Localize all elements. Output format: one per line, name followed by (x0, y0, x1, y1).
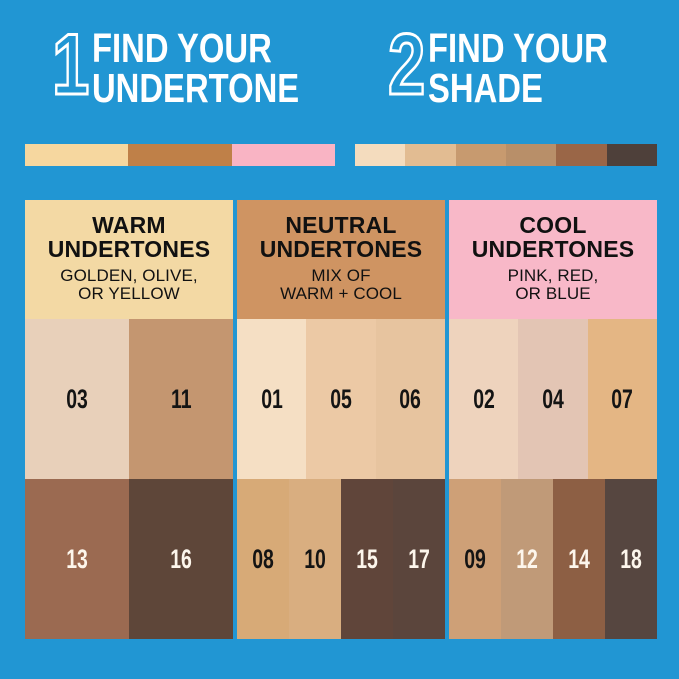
column-neutral-light-row: 01 05 06 (237, 319, 445, 479)
step-1-number: 1 (51, 17, 91, 113)
shade-swatch-4 (505, 144, 557, 166)
shade-code: 04 (542, 383, 564, 414)
shade-swatch-15[interactable]: 15 (341, 479, 393, 639)
shade-code: 08 (252, 543, 274, 574)
shade-swatch-17[interactable]: 17 (393, 479, 445, 639)
step-1-title: FIND YOUR UNDERTONE (92, 26, 299, 109)
column-neutral-subtitle-line1: MIX OF (311, 265, 371, 285)
undertone-swatch-3 (231, 144, 335, 166)
column-neutral-dark-row: 08 10 15 17 (237, 479, 445, 639)
column-warm-subtitle-line1: GOLDEN, OLIVE, (60, 265, 198, 285)
shade-swatch-04[interactable]: 04 (518, 319, 588, 479)
shade-code: 05 (330, 383, 352, 414)
step-2-title-line2: SHADE (427, 64, 543, 111)
shade-code: 07 (611, 383, 634, 414)
step-2-title: FIND YOUR SHADE (428, 26, 608, 109)
shade-code: 15 (356, 543, 378, 574)
shade-swatch-13[interactable]: 13 (25, 479, 129, 639)
column-cool: COOL UNDERTONES PINK, RED, OR BLUE 02 04… (449, 200, 657, 640)
shade-code: 18 (620, 543, 642, 574)
step-1: 1 FIND YOUR UNDERTONE (51, 17, 351, 113)
shade-swatch-bar (355, 144, 657, 166)
shade-code: 01 (260, 383, 283, 414)
undertone-shade-table: WARM UNDERTONES GOLDEN, OLIVE, OR YELLOW… (25, 200, 657, 640)
shade-swatch-5 (556, 144, 607, 166)
column-neutral: NEUTRAL UNDERTONES MIX OF WARM + COOL 01… (237, 200, 445, 640)
column-warm: WARM UNDERTONES GOLDEN, OLIVE, OR YELLOW… (25, 200, 233, 640)
step-1-title-line2: UNDERTONE (91, 64, 299, 111)
column-neutral-title-line1: NEUTRAL (285, 212, 397, 239)
shade-swatch-07[interactable]: 07 (587, 319, 657, 479)
shade-swatch-02[interactable]: 02 (449, 319, 519, 479)
shade-code: 16 (170, 543, 192, 574)
shade-code: 11 (170, 383, 192, 414)
shade-code: 13 (66, 543, 88, 574)
column-neutral-title-line2: UNDERTONES (259, 235, 423, 262)
shade-swatch-09[interactable]: 09 (449, 479, 501, 639)
shade-code: 14 (568, 543, 590, 574)
shade-swatch-12[interactable]: 12 (501, 479, 553, 639)
step-2-number: 2 (387, 17, 427, 113)
shade-code: 06 (399, 383, 422, 414)
column-cool-header: COOL UNDERTONES PINK, RED, OR BLUE (449, 200, 657, 319)
shade-swatch-03[interactable]: 03 (25, 319, 129, 479)
column-neutral-header: NEUTRAL UNDERTONES MIX OF WARM + COOL (237, 200, 445, 319)
shade-swatch-01[interactable]: 01 (237, 319, 307, 479)
shade-code: 03 (66, 383, 88, 414)
column-cool-subtitle-line2: OR BLUE (515, 283, 591, 303)
shade-code: 10 (304, 543, 326, 574)
column-warm-subtitle-line2: OR YELLOW (78, 283, 180, 303)
column-cool-light-row: 02 04 07 (449, 319, 657, 479)
column-cool-title-line1: COOL (519, 212, 587, 239)
shade-swatch-14[interactable]: 14 (553, 479, 605, 639)
shade-swatch-3 (455, 144, 506, 166)
column-cool-title-line2: UNDERTONES (471, 235, 635, 262)
shade-swatch-18[interactable]: 18 (605, 479, 657, 639)
shade-swatch-1 (355, 144, 406, 166)
steps-header: 1 FIND YOUR UNDERTONE 2 FIND YOUR SHADE (0, 0, 679, 135)
step-2-title-line1: FIND YOUR (427, 25, 608, 71)
column-neutral-subtitle-line2: WARM + COOL (280, 283, 402, 303)
column-cool-subtitle-line1: PINK, RED, (507, 265, 599, 285)
step-2: 2 FIND YOUR SHADE (387, 17, 653, 113)
shade-swatch-10[interactable]: 10 (289, 479, 341, 639)
shade-swatch-11[interactable]: 11 (129, 319, 233, 479)
undertone-swatch-1 (25, 144, 129, 166)
shade-code: 17 (408, 543, 430, 574)
shade-swatch-16[interactable]: 16 (129, 479, 233, 639)
column-warm-light-row: 03 11 (25, 319, 233, 479)
column-cool-dark-row: 09 12 14 18 (449, 479, 657, 639)
shade-code: 12 (516, 543, 538, 574)
undertone-swatch-2 (128, 144, 232, 166)
shade-swatch-05[interactable]: 05 (306, 319, 376, 479)
shade-swatch-06[interactable]: 06 (375, 319, 445, 479)
shade-code: 09 (464, 543, 486, 574)
shade-swatch-08[interactable]: 08 (237, 479, 289, 639)
undertone-swatch-bar (25, 144, 335, 166)
shade-swatch-2 (405, 144, 456, 166)
shade-code: 02 (472, 383, 495, 414)
shade-swatch-6 (606, 144, 657, 166)
column-warm-header: WARM UNDERTONES GOLDEN, OLIVE, OR YELLOW (25, 200, 233, 319)
column-warm-title-line2: UNDERTONES (47, 235, 211, 262)
column-warm-dark-row: 13 16 (25, 479, 233, 639)
column-warm-title-line1: WARM (92, 212, 166, 239)
step-1-title-line1: FIND YOUR (91, 25, 272, 71)
